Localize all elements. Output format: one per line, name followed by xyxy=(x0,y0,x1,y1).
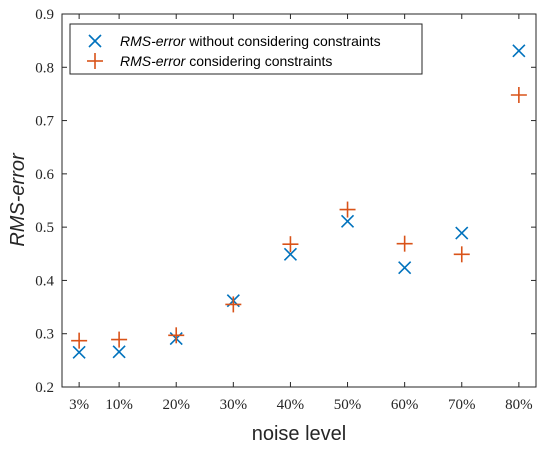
x-marker-stroke xyxy=(88,34,102,48)
point-without-constraints-50pct xyxy=(340,214,355,228)
y-tick-label: 0.5 xyxy=(35,220,54,236)
x-marker-stroke xyxy=(455,226,469,240)
x-tick-label: 50% xyxy=(334,397,362,413)
y-tick-label: 0.4 xyxy=(35,273,54,289)
y-tick-label: 0.8 xyxy=(35,60,54,76)
legend-marker-without-constraints xyxy=(88,34,102,48)
legend: RMS-error without considering constraint… xyxy=(69,23,423,75)
x-marker-stroke xyxy=(112,345,126,359)
point-considering-constraints-80pct xyxy=(510,86,527,103)
point-considering-constraints-3pct xyxy=(71,332,88,349)
x-marker-stroke xyxy=(283,247,297,261)
y-tick-label: 0.3 xyxy=(35,327,54,343)
point-without-constraints-80pct xyxy=(512,44,526,58)
legend-marker-considering-constraints xyxy=(87,53,103,69)
point-considering-constraints-40pct xyxy=(282,236,299,253)
legend-label-considering-constraints: RMS-error considering constraints xyxy=(120,53,332,69)
x-axis-title: noise level xyxy=(252,423,347,445)
legend-plus-glyph xyxy=(87,53,103,69)
x-tick-label: 70% xyxy=(448,397,476,413)
point-considering-constraints-10pct xyxy=(111,331,128,348)
y-tick-label: 0.2 xyxy=(35,380,54,396)
x-axis-ticks: 3% 10% 20% 30% 40% 50% 60% 70% 80% xyxy=(69,14,533,413)
x-tick-label: 40% xyxy=(277,397,305,413)
x-tick-label: 30% xyxy=(220,397,248,413)
legend-box xyxy=(69,23,423,75)
x-tick-label: 80% xyxy=(505,397,533,413)
point-without-constraints-3pct xyxy=(72,345,86,359)
y-axis-title: RMS-error xyxy=(7,152,29,247)
point-considering-constraints-50pct xyxy=(339,201,356,218)
x-tick-label: 20% xyxy=(162,397,190,413)
x-marker-stroke xyxy=(340,214,355,228)
x-marker-stroke xyxy=(398,261,412,275)
y-tick-label: 0.9 xyxy=(35,7,54,23)
x-tick-label: 60% xyxy=(391,397,419,413)
axes-box xyxy=(61,13,537,388)
legend-label-without-constraints: RMS-error without considering constraint… xyxy=(120,33,381,49)
x-marker-stroke xyxy=(512,44,526,58)
point-without-constraints-70pct xyxy=(455,226,469,240)
point-without-constraints-10pct xyxy=(112,345,126,359)
point-considering-constraints-60pct xyxy=(396,235,413,252)
x-tick-label: 10% xyxy=(105,397,133,413)
point-considering-constraints-30pct xyxy=(225,296,242,313)
x-tick-label: 3% xyxy=(69,397,89,413)
y-tick-label: 0.7 xyxy=(35,114,54,130)
x-marker-stroke xyxy=(72,345,86,359)
point-considering-constraints-20pct xyxy=(168,327,185,344)
y-axis-ticks: 0.2 0.3 0.4 0.5 0.6 0.7 0.8 0.9 xyxy=(35,7,536,396)
plot-frame xyxy=(61,13,537,388)
data-marks xyxy=(71,44,527,359)
point-considering-constraints-70pct xyxy=(453,246,470,263)
y-tick-label: 0.6 xyxy=(35,167,54,183)
point-without-constraints-40pct xyxy=(283,247,297,261)
legend-x-glyph xyxy=(88,34,102,48)
point-without-constraints-60pct xyxy=(398,261,412,275)
